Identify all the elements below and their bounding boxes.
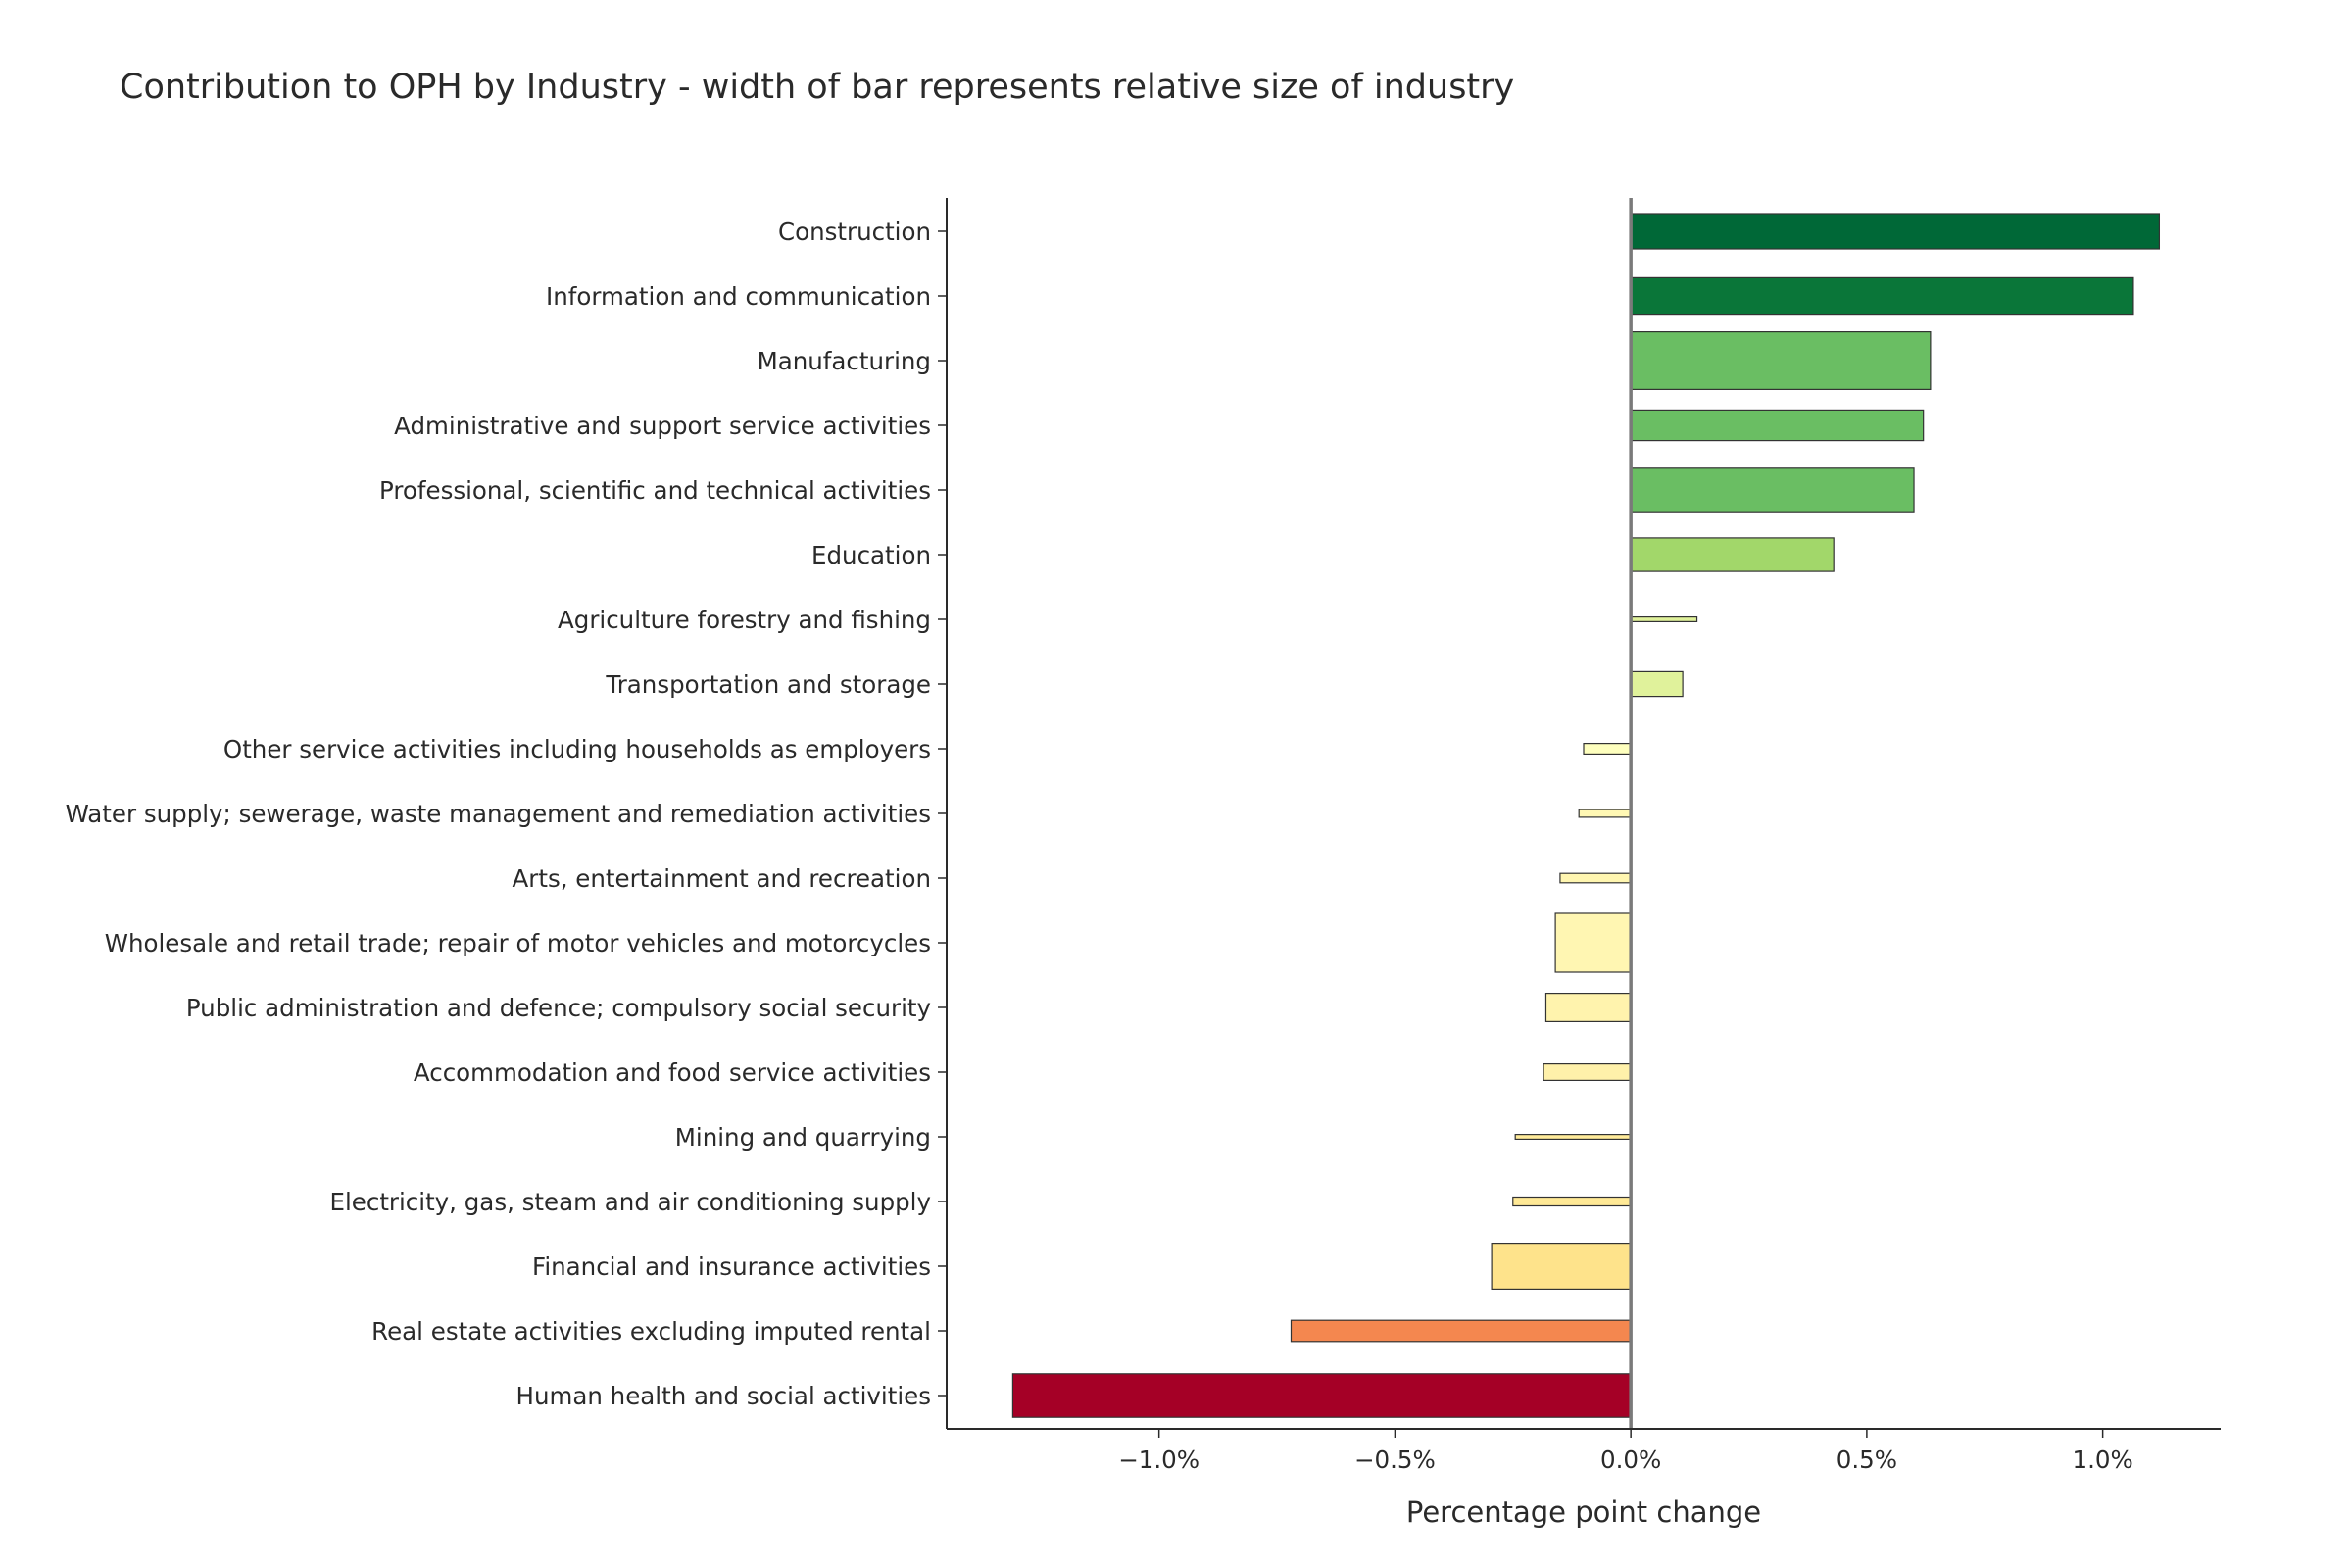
bar-2 [1630, 276, 2134, 316]
y-tick-label: Mining and quarrying [675, 1123, 931, 1152]
y-tick-label: Education [811, 541, 931, 569]
bar-12 [1554, 912, 1632, 973]
bar-17 [1491, 1242, 1632, 1290]
y-tick-label: Human health and social activities [516, 1382, 931, 1410]
bar-8 [1630, 670, 1684, 698]
x-axis-title: Percentage point change [1406, 1495, 1761, 1529]
y-tick-label: Public administration and defence; compu… [186, 994, 931, 1022]
x-tick-label: 0.5% [1837, 1446, 1897, 1474]
bar-16 [1512, 1196, 1632, 1207]
y-axis-labels: Construction Information and communicatio… [66, 218, 947, 1410]
y-tick-label: Electricity, gas, steam and air conditio… [329, 1188, 931, 1216]
y-tick-label: Transportation and storage [605, 670, 931, 699]
bar-14 [1543, 1062, 1632, 1081]
y-tick-label: Financial and insurance activities [532, 1252, 931, 1281]
bar-9 [1583, 742, 1632, 755]
bar-15 [1514, 1133, 1632, 1140]
y-tick-label: Water supply; sewerage, waste management… [66, 800, 931, 828]
y-tick-label: Professional, scientific and technical a… [379, 476, 931, 505]
y-tick-label: Information and communication [546, 282, 931, 311]
bars-layer [1011, 213, 2161, 1418]
bar-13 [1544, 992, 1632, 1022]
bar-3 [1630, 331, 1932, 391]
bar-7 [1630, 615, 1698, 622]
y-tick-label: Manufacturing [758, 347, 931, 375]
chart-title: Contribution to OPH by Industry - width … [120, 68, 1514, 107]
y-tick-label: Arts, entertainment and recreation [513, 864, 931, 893]
bar-1 [1630, 213, 2161, 250]
y-tick-label: Real estate activities excluding imputed… [371, 1317, 931, 1346]
y-tick-label: Other service activities including house… [223, 735, 931, 763]
bar-5 [1630, 467, 1915, 513]
y-tick-label: Wholesale and retail trade; repair of mo… [105, 929, 931, 957]
bar-11 [1559, 872, 1632, 884]
y-tick-label: Accommodation and food service activitie… [414, 1058, 931, 1087]
x-tick-label: 1.0% [2073, 1446, 2133, 1474]
x-tick-label: 0.0% [1600, 1446, 1661, 1474]
bar-18 [1290, 1319, 1632, 1343]
bar-19 [1011, 1373, 1632, 1418]
bar-6 [1630, 537, 1835, 572]
y-tick-label: Construction [778, 218, 931, 246]
x-axis-ticks: −1.0% −0.5% 0.0% 0.5% 1.0% [1118, 1429, 2133, 1474]
bar-4 [1630, 409, 1925, 442]
x-tick-label: −1.0% [1118, 1446, 1200, 1474]
y-tick-label: Agriculture forestry and fishing [558, 606, 931, 634]
x-tick-label: −0.5% [1354, 1446, 1436, 1474]
y-tick-label: Administrative and support service activ… [394, 412, 931, 440]
bar-10 [1578, 808, 1632, 818]
